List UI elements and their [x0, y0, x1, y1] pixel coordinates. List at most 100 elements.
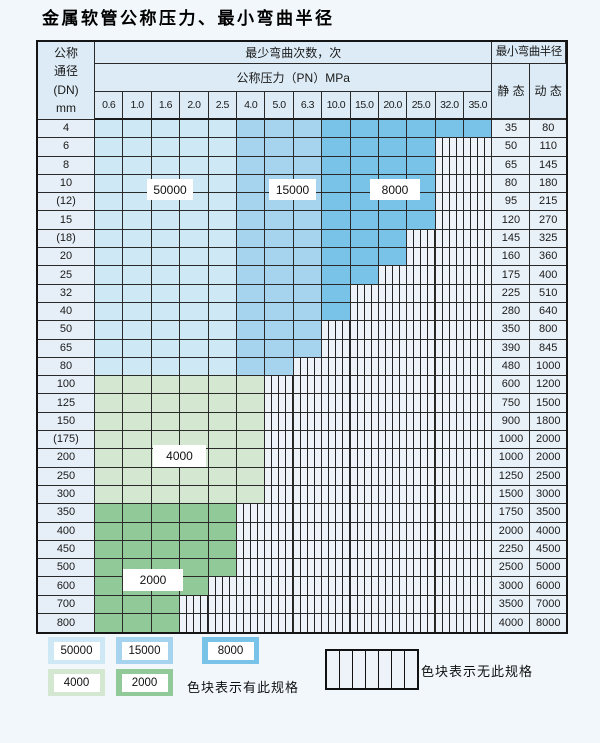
- dn-cell: 80: [38, 357, 95, 377]
- cycle-count-label-50000: 50000: [147, 179, 193, 200]
- no-spec-cell: [322, 467, 351, 486]
- no-spec-cell: [435, 467, 465, 486]
- dn-header-line3: (DN): [53, 82, 79, 97]
- static-radius-cell: 1000: [492, 449, 531, 468]
- no-spec-cell: [407, 614, 436, 633]
- no-spec-cell: [322, 614, 351, 633]
- no-spec-cell: [435, 193, 465, 212]
- spec-cell: [123, 284, 152, 303]
- dynamic-radius-cell: 1000: [530, 357, 566, 377]
- dynamic-radius-cell: 1200: [530, 376, 566, 395]
- spec-cell: [236, 376, 266, 395]
- pressure-header-1.0: 1.0: [123, 92, 152, 120]
- no-spec-cell: [350, 614, 379, 633]
- legend-swatch-50000: 50000: [48, 637, 105, 664]
- spec-cell: [378, 138, 408, 157]
- no-spec-cell: [350, 504, 379, 523]
- spec-cell: [151, 321, 181, 340]
- no-spec-cell: [236, 540, 266, 560]
- spec-cell: [180, 522, 209, 541]
- spec-cell: [236, 485, 266, 505]
- no-spec-cell: [265, 467, 294, 486]
- dn-cell: 400: [38, 522, 95, 541]
- no-spec-cell: [265, 485, 294, 505]
- no-spec-cell: [208, 595, 237, 615]
- pressure-header-0.6: 0.6: [95, 92, 124, 120]
- dynamic-radius-cell: 6000: [530, 577, 566, 596]
- spec-cell: [236, 248, 266, 267]
- spec-cell: [208, 174, 237, 194]
- spec-cell: [95, 595, 124, 615]
- spec-cell: [407, 138, 436, 157]
- dn-cell: 32: [38, 284, 95, 303]
- legend-swatch-label: 15000: [121, 641, 168, 660]
- no-spec-cell: [435, 595, 465, 615]
- spec-cell: [95, 431, 124, 450]
- legend-hatch-cell: [392, 651, 405, 688]
- spec-cell: [95, 559, 124, 578]
- no-spec-cell: [293, 614, 323, 633]
- spec-cell: [208, 248, 237, 267]
- spec-cell: [151, 614, 181, 633]
- no-spec-cell: [407, 339, 436, 358]
- no-spec-cell: [464, 211, 493, 230]
- spec-cell: [265, 229, 294, 249]
- dynamic-radius-cell: 2000: [530, 431, 566, 450]
- spec-cell: [236, 412, 266, 432]
- no-spec-cell: [407, 229, 436, 249]
- spec-cell: [236, 138, 266, 157]
- spec-cell: [293, 138, 323, 157]
- spec-cell: [208, 193, 237, 212]
- spec-cell: [208, 540, 237, 560]
- dn-cell: 300: [38, 485, 95, 505]
- spec-cell: [322, 193, 351, 212]
- static-radius-cell: 2500: [492, 559, 531, 578]
- no-spec-cell: [293, 595, 323, 615]
- spec-cell: [95, 156, 124, 175]
- spec-cell: [123, 449, 152, 468]
- dn-cell: 250: [38, 467, 95, 486]
- spec-cell: [123, 138, 152, 157]
- spec-cell: [95, 284, 124, 303]
- spec-cell: [95, 522, 124, 541]
- spec-cell: [236, 156, 266, 175]
- spec-cell: [208, 302, 237, 322]
- no-spec-cell: [435, 449, 465, 468]
- no-spec-cell: [435, 504, 465, 523]
- spec-cell: [123, 540, 152, 560]
- spec-cell: [265, 339, 294, 358]
- no-spec-cell: [435, 284, 465, 303]
- no-spec-cell: [378, 412, 408, 432]
- no-spec-cell: [464, 504, 493, 523]
- spec-cell: [236, 229, 266, 249]
- dynamic-radius-cell: 2500: [530, 467, 566, 486]
- no-spec-cell: [265, 614, 294, 633]
- no-spec-cell: [322, 357, 351, 377]
- no-spec-cell: [464, 540, 493, 560]
- cycle-count-label-15000: 15000: [269, 179, 316, 200]
- spec-cell: [95, 193, 124, 212]
- no-spec-cell: [464, 595, 493, 615]
- spec-cell: [293, 339, 323, 358]
- no-spec-cell: [407, 449, 436, 468]
- static-radius-cell: 2000: [492, 522, 531, 541]
- no-spec-cell: [407, 540, 436, 560]
- no-spec-cell: [464, 321, 493, 340]
- spec-cell: [123, 522, 152, 541]
- dynamic-radius-cell: 5000: [530, 559, 566, 578]
- no-spec-cell: [464, 302, 493, 322]
- spec-cell: [350, 229, 379, 249]
- dynamic-radius-cell: 800: [530, 321, 566, 340]
- spec-cell: [95, 412, 124, 432]
- static-radius-cell: 3000: [492, 577, 531, 596]
- dn-header-line2: 通径: [53, 64, 78, 79]
- spec-cell: [407, 156, 436, 175]
- spec-cell: [350, 138, 379, 157]
- no-spec-cell: [265, 449, 294, 468]
- no-spec-cell: [378, 540, 408, 560]
- dn-cell: 350: [38, 504, 95, 523]
- dynamic-radius-cell: 2000: [530, 449, 566, 468]
- spec-cell: [95, 614, 124, 633]
- static-radius-cell: 750: [492, 394, 531, 413]
- spec-cell: [350, 156, 379, 175]
